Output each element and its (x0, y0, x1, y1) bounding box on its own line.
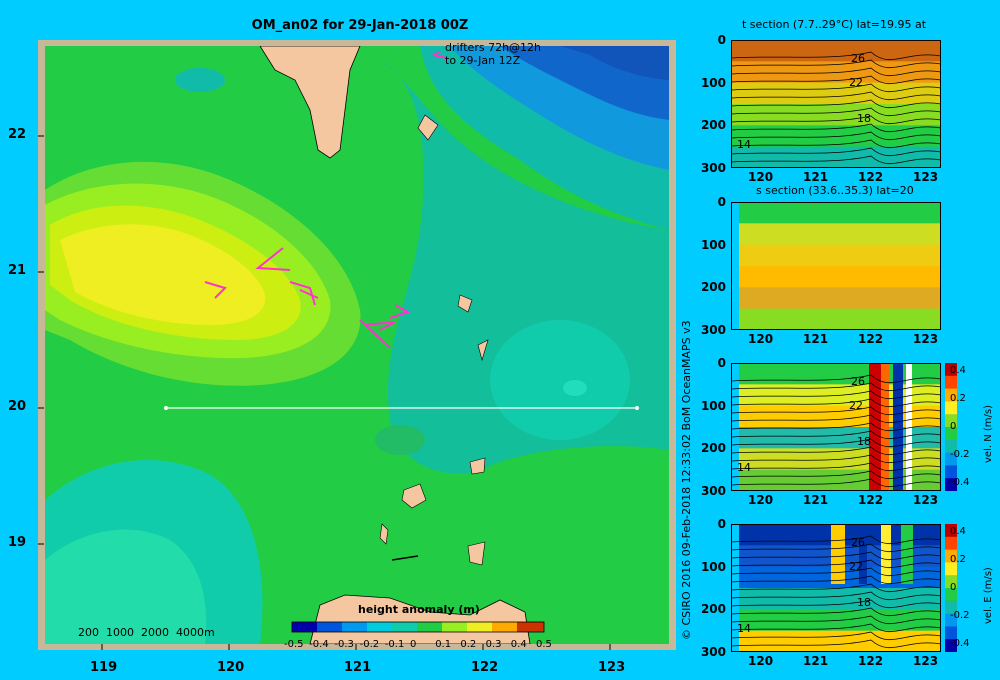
section-panel-3: 26 22 18 14 (731, 363, 941, 491)
depth-tick: 0 (717, 33, 726, 47)
contour-label: 22 (849, 399, 863, 412)
colorbar-tick-label: 0.1 (435, 639, 452, 650)
section-lon-tick: 122 (858, 332, 884, 346)
section-lon-tick: 121 (803, 654, 829, 668)
velocity-colorbar-label: 0.2 (950, 554, 966, 565)
colorbar-tick-label: -0.5 (284, 639, 304, 650)
lon-tick: 119 (90, 660, 118, 675)
colorbar-tick-label: 0.5 (536, 639, 552, 650)
velocity-colorbar-label: -0.4 (950, 638, 970, 649)
contour-label: 14 (737, 622, 751, 635)
contour-label: 18 (857, 112, 871, 125)
velocity-colorbar-label: 0 (950, 421, 957, 432)
lon-tick: 122 (471, 660, 499, 675)
velocity-colorbar-label: -0.2 (950, 610, 970, 621)
contour-label: 14 (737, 138, 751, 151)
lon-tick: 121 (344, 660, 372, 675)
contour-label: 22 (849, 560, 863, 573)
map-title: OM_an02 for 29-Jan-2018 00Z (251, 18, 469, 33)
section-lon-tick: 120 (748, 332, 774, 346)
colorbar-tick-label: -0.1 (384, 639, 405, 650)
section-lon-tick: 120 (748, 654, 774, 668)
depth-tick: 100 (700, 398, 726, 413)
depth-tick: 200 (700, 118, 726, 133)
section-lon-tick: 123 (913, 332, 939, 346)
section-panel-4: 26 22 18 14 (731, 524, 941, 652)
velocity-colorbar-label: 0.2 (950, 393, 966, 404)
colorbar-tick-label: 0.2 (460, 639, 477, 650)
section-panel-2 (731, 202, 941, 330)
velocity-colorbar-label: 0 (950, 582, 957, 593)
height-anomaly-colorbar (291, 621, 545, 633)
depth-tick: 300 (700, 645, 726, 659)
taiwan-landmass (259, 46, 361, 159)
section-lon-tick: 121 (803, 170, 829, 184)
credit-text: © CSIRO 2016 09-Feb-2018 12:33:02 BoM Oc… (680, 320, 693, 640)
contour-label: 26 (851, 375, 865, 388)
contour-label: 18 (857, 596, 871, 609)
depth-tick: 300 (700, 484, 726, 498)
colorbar-tick-label: 0.4 (510, 639, 527, 650)
lat-tick: 21 (8, 263, 27, 278)
colorbar-title: height anomaly (m) (358, 603, 480, 616)
velocity-colorbar-label: 0.4 (950, 365, 966, 376)
contour-label: 22 (849, 76, 863, 89)
section-lon-tick: 122 (858, 170, 884, 184)
velocity-colorbar-label: -0.4 (950, 477, 970, 488)
section-title: t section (7.7..29°C) lat=19.95 at (742, 18, 927, 31)
depth-tick: 100 (700, 75, 726, 90)
lon-tick: 123 (598, 660, 626, 675)
section-lon-tick: 122 (858, 654, 884, 668)
depth-tick: 200 (700, 602, 726, 617)
depth-tick: 200 (700, 441, 726, 456)
section-lon-tick: 123 (913, 493, 939, 507)
velocity-colorbar-title: vel. E (m/s) (983, 567, 994, 624)
lat-tick: 22 (8, 127, 27, 142)
section-lon-tick: 123 (913, 170, 939, 184)
section-lon-tick: 121 (803, 332, 829, 346)
depth-tick: 100 (700, 559, 726, 574)
velocity-colorbar (945, 524, 957, 652)
lat-tick: 19 (8, 535, 27, 550)
section-lon-tick: 120 (748, 493, 774, 507)
colorbar-tick-label: -0.4 (309, 639, 329, 650)
section-lon-tick: 121 (803, 493, 829, 507)
contour-label: 14 (737, 461, 751, 474)
colorbar-tick-label: 0.3 (485, 639, 502, 650)
depth-tick: 100 (700, 237, 726, 252)
depth-tick: 0 (717, 517, 726, 531)
depth-tick: 0 (717, 195, 726, 209)
section-lon-tick: 123 (913, 654, 939, 668)
section-lon-tick: 120 (748, 170, 774, 184)
depth-tick: 200 (700, 280, 726, 295)
drifter-tracks (204, 51, 447, 349)
velocity-colorbar-title: vel. N (m/s) (983, 405, 994, 463)
depth-tick: 0 (717, 356, 726, 370)
depth-tick: 300 (700, 323, 726, 337)
colorbar-tick-labels: -0.5 -0.4 -0.3 -0.2 -0.1 0 0.1 0.2 0.3 0.4 0.5 (284, 639, 554, 653)
lon-tick: 120 (217, 660, 245, 675)
section-lon-tick: 122 (858, 493, 884, 507)
colorbar-tick-label: -0.3 (334, 639, 354, 650)
contour-label: 26 (851, 52, 865, 65)
velocity-colorbar (945, 363, 957, 491)
bathymetry-legend: 200 1000 2000 4000m (78, 626, 215, 639)
velocity-colorbar-label: -0.2 (950, 449, 970, 460)
section-title: s section (33.6..35.3) lat=20 (756, 184, 914, 197)
colorbar-tick-label: -0.2 (359, 639, 380, 650)
drifters-label: drifters 72h@12h to 29-Jan 12Z (445, 41, 542, 67)
section-panel-1: 26 22 18 14 (731, 40, 941, 168)
contour-label: 26 (851, 536, 865, 549)
depth-tick: 300 (700, 161, 726, 175)
velocity-colorbar-label: 0.4 (950, 526, 966, 537)
contour-label: 18 (857, 435, 871, 448)
lat-tick: 20 (8, 399, 27, 414)
colorbar-tick-label: 0 (410, 639, 417, 650)
height-anomaly-map (38, 40, 676, 650)
